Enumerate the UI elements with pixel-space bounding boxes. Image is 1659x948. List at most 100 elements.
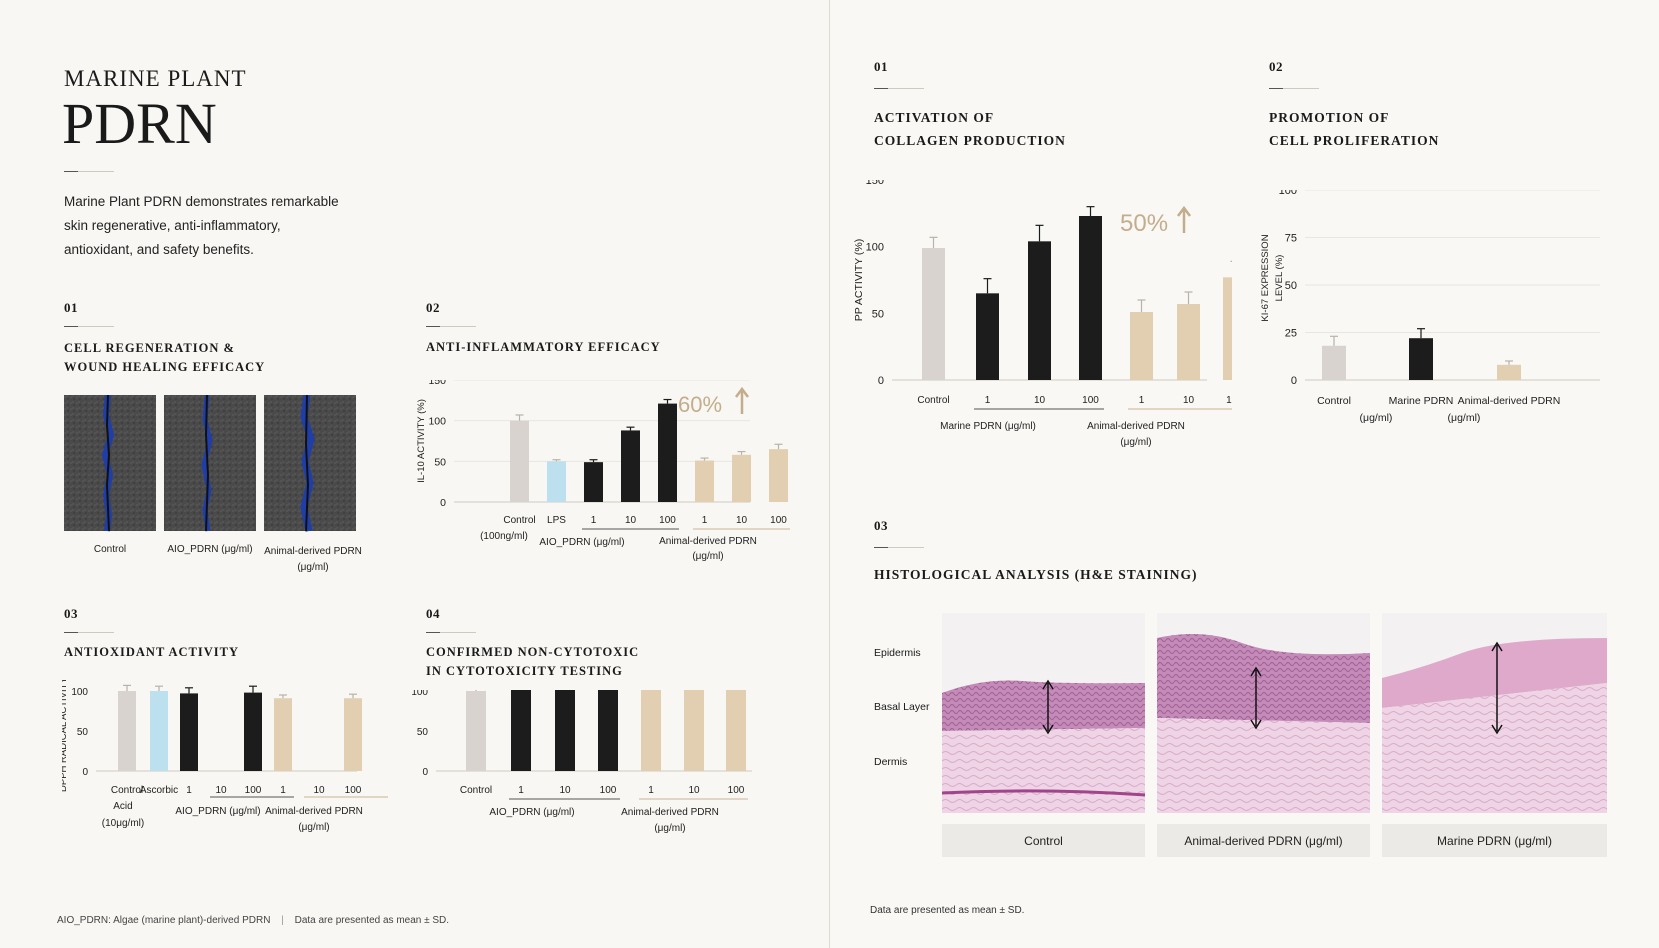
x-category-label: 1	[280, 785, 286, 796]
layer-label-dermis: Dermis	[874, 756, 908, 768]
histology-caption-marine: Marine PDRN (μg/ml)	[1382, 824, 1607, 857]
x-category-sublabel: Acid	[113, 801, 132, 812]
bar	[922, 248, 945, 380]
y-tick-label: 50	[872, 308, 884, 320]
bar	[726, 690, 746, 771]
group-label: AIO_PDRN (μg/ml)	[539, 537, 624, 548]
section-title: CONFIRMED NON-CYTOTOXIC IN CYTOTOXICITY …	[426, 643, 639, 681]
histology-caption-animal: Animal-derived PDRN (μg/ml)	[1157, 824, 1370, 857]
y-tick-label: 50	[77, 727, 89, 738]
cytotoxicity-chart: 050100150CELL VIABILITY (%)Control110100…	[412, 690, 752, 834]
bar	[621, 430, 640, 502]
bar	[1177, 304, 1200, 380]
section-number: 04	[426, 606, 440, 621]
wound-image-control	[64, 395, 156, 532]
x-category-label: 1	[1139, 395, 1145, 406]
section-title-line: COLLAGEN PRODUCTION	[874, 133, 1066, 148]
y-tick-label: 50	[417, 727, 429, 738]
x-category-sublabel: (100ng/ml)	[480, 531, 528, 542]
ki67-chart: 0 25 50 75 100 KI-67 EXPRESSION LEVEL (%) Contr…	[1260, 190, 1600, 424]
x-category-label: LPS	[547, 515, 566, 526]
section-number: 02	[426, 300, 440, 315]
y-axis-label: LEVEL (%)	[1274, 255, 1285, 302]
bar	[1497, 364, 1521, 380]
group-label: Marine PDRN (μg/ml)	[940, 421, 1036, 432]
histology-images	[942, 613, 1607, 813]
section-title-line: ACTIVATION OF	[874, 110, 995, 125]
x-category-label: 10	[736, 515, 748, 526]
wound-caption-line: (μg/ml)	[297, 562, 329, 573]
y-axis-label: DPPH RADICAL ACTIVITY (%)	[62, 680, 69, 792]
x-category-label: 1	[702, 515, 708, 526]
histology-control-image	[942, 613, 1146, 813]
section-number: 02	[1269, 59, 1283, 74]
y-tick-label: 100	[412, 690, 428, 698]
y-tick-label: 0	[82, 767, 88, 778]
increase-annotation: 50%	[1120, 210, 1168, 237]
unit-label: (μg/ml)	[1448, 412, 1481, 424]
y-axis-label: KI-67 EXPRESSION	[1260, 234, 1271, 321]
page-spine	[829, 0, 830, 948]
page-title: PDRN	[62, 91, 217, 156]
x-category-label: 10	[1183, 395, 1195, 406]
x-category-label: 1	[518, 785, 524, 796]
bar	[244, 692, 262, 771]
bar	[555, 690, 575, 771]
wound-caption: AIO_PDRN (μg/ml)	[167, 544, 253, 555]
increase-annotation: 60%	[678, 392, 722, 417]
bar	[769, 449, 788, 502]
section-title: CELL REGENERATION & WOUND HEALING EFFICA…	[64, 339, 265, 377]
bar	[1223, 277, 1232, 380]
group-label: AIO_PDRN (μg/ml)	[175, 806, 260, 817]
left-page: MARINE PLANT PDRN Marine Plant PDRN demo…	[0, 0, 829, 948]
x-category-label: Control	[1317, 395, 1351, 407]
increase-arrow-head	[1177, 205, 1191, 217]
bar	[511, 690, 531, 771]
section-title-line: CELL PROLIFERATION	[1269, 133, 1440, 148]
x-category-label: Control	[460, 785, 492, 796]
x-category-label: 1	[985, 395, 991, 406]
wound-caption: Animal-derived PDRN (μg/ml)	[258, 544, 368, 576]
x-category-label: 10	[313, 785, 325, 796]
wound-caption-line: Animal-derived PDRN	[264, 546, 362, 557]
group-label: Animal-derived PDRN	[1087, 421, 1185, 432]
section-title-line: CONFIRMED NON-CYTOTOXIC	[426, 645, 640, 659]
x-category-label: 100	[728, 785, 745, 796]
footer-data-note: Data are presented as mean ± SD.	[294, 915, 450, 926]
x-category-label: Control	[917, 395, 949, 406]
histology-marine-image	[1382, 613, 1607, 813]
intro-text: Marine Plant PDRN demonstrates remarkabl…	[64, 190, 339, 262]
x-category-label: Control	[503, 515, 535, 526]
bar	[1322, 345, 1346, 380]
increase-arrow-head	[735, 386, 749, 398]
y-tick-label: 100	[866, 242, 884, 254]
x-category-label: Marine PDRN	[1389, 395, 1454, 407]
y-tick-label: 100	[1279, 190, 1297, 197]
bar	[732, 454, 751, 502]
x-category-label: 1	[186, 785, 192, 796]
il10-chart: 0 50 100 150 IL-10 ACTIVITY (%) Control LPS 1 10…	[416, 380, 790, 562]
section-title: HISTOLOGICAL ANALYSIS (H&E STAINING)	[874, 567, 1198, 582]
section-title: ACTIVATION OF COLLAGEN PRODUCTION	[874, 106, 1066, 152]
x-category-label: 100	[1082, 395, 1099, 406]
section-number: 03	[874, 518, 888, 533]
footer-note: Data are presented as mean ± SD.	[870, 905, 1025, 916]
x-category-label: 100	[1226, 395, 1232, 406]
y-axis-label: IL-10 ACTIVITY (%)	[416, 399, 427, 483]
bar	[180, 693, 198, 771]
x-category-label: 10	[625, 515, 637, 526]
footer-separator: |	[281, 915, 284, 926]
right-page: 01 ACTIVATION OF COLLAGEN PRODUCTION 0 50…	[830, 0, 1659, 948]
y-tick-label: 0	[878, 375, 884, 387]
bar	[547, 461, 566, 502]
layer-label-basal: Basal Layer	[874, 701, 930, 713]
unit-label: (μg/ml)	[1360, 412, 1393, 424]
bar	[274, 698, 292, 771]
footer-abbreviation: AIO_PDRN: Algae (marine plant)-derived P…	[57, 915, 271, 926]
x-category-label: Ascorbic	[140, 785, 178, 796]
group-label: AIO_PDRN (μg/ml)	[489, 807, 574, 818]
section-title: ANTIOXIDANT ACTIVITY	[64, 645, 240, 659]
bar	[598, 690, 618, 771]
bar	[641, 690, 661, 771]
bar	[1409, 338, 1433, 380]
